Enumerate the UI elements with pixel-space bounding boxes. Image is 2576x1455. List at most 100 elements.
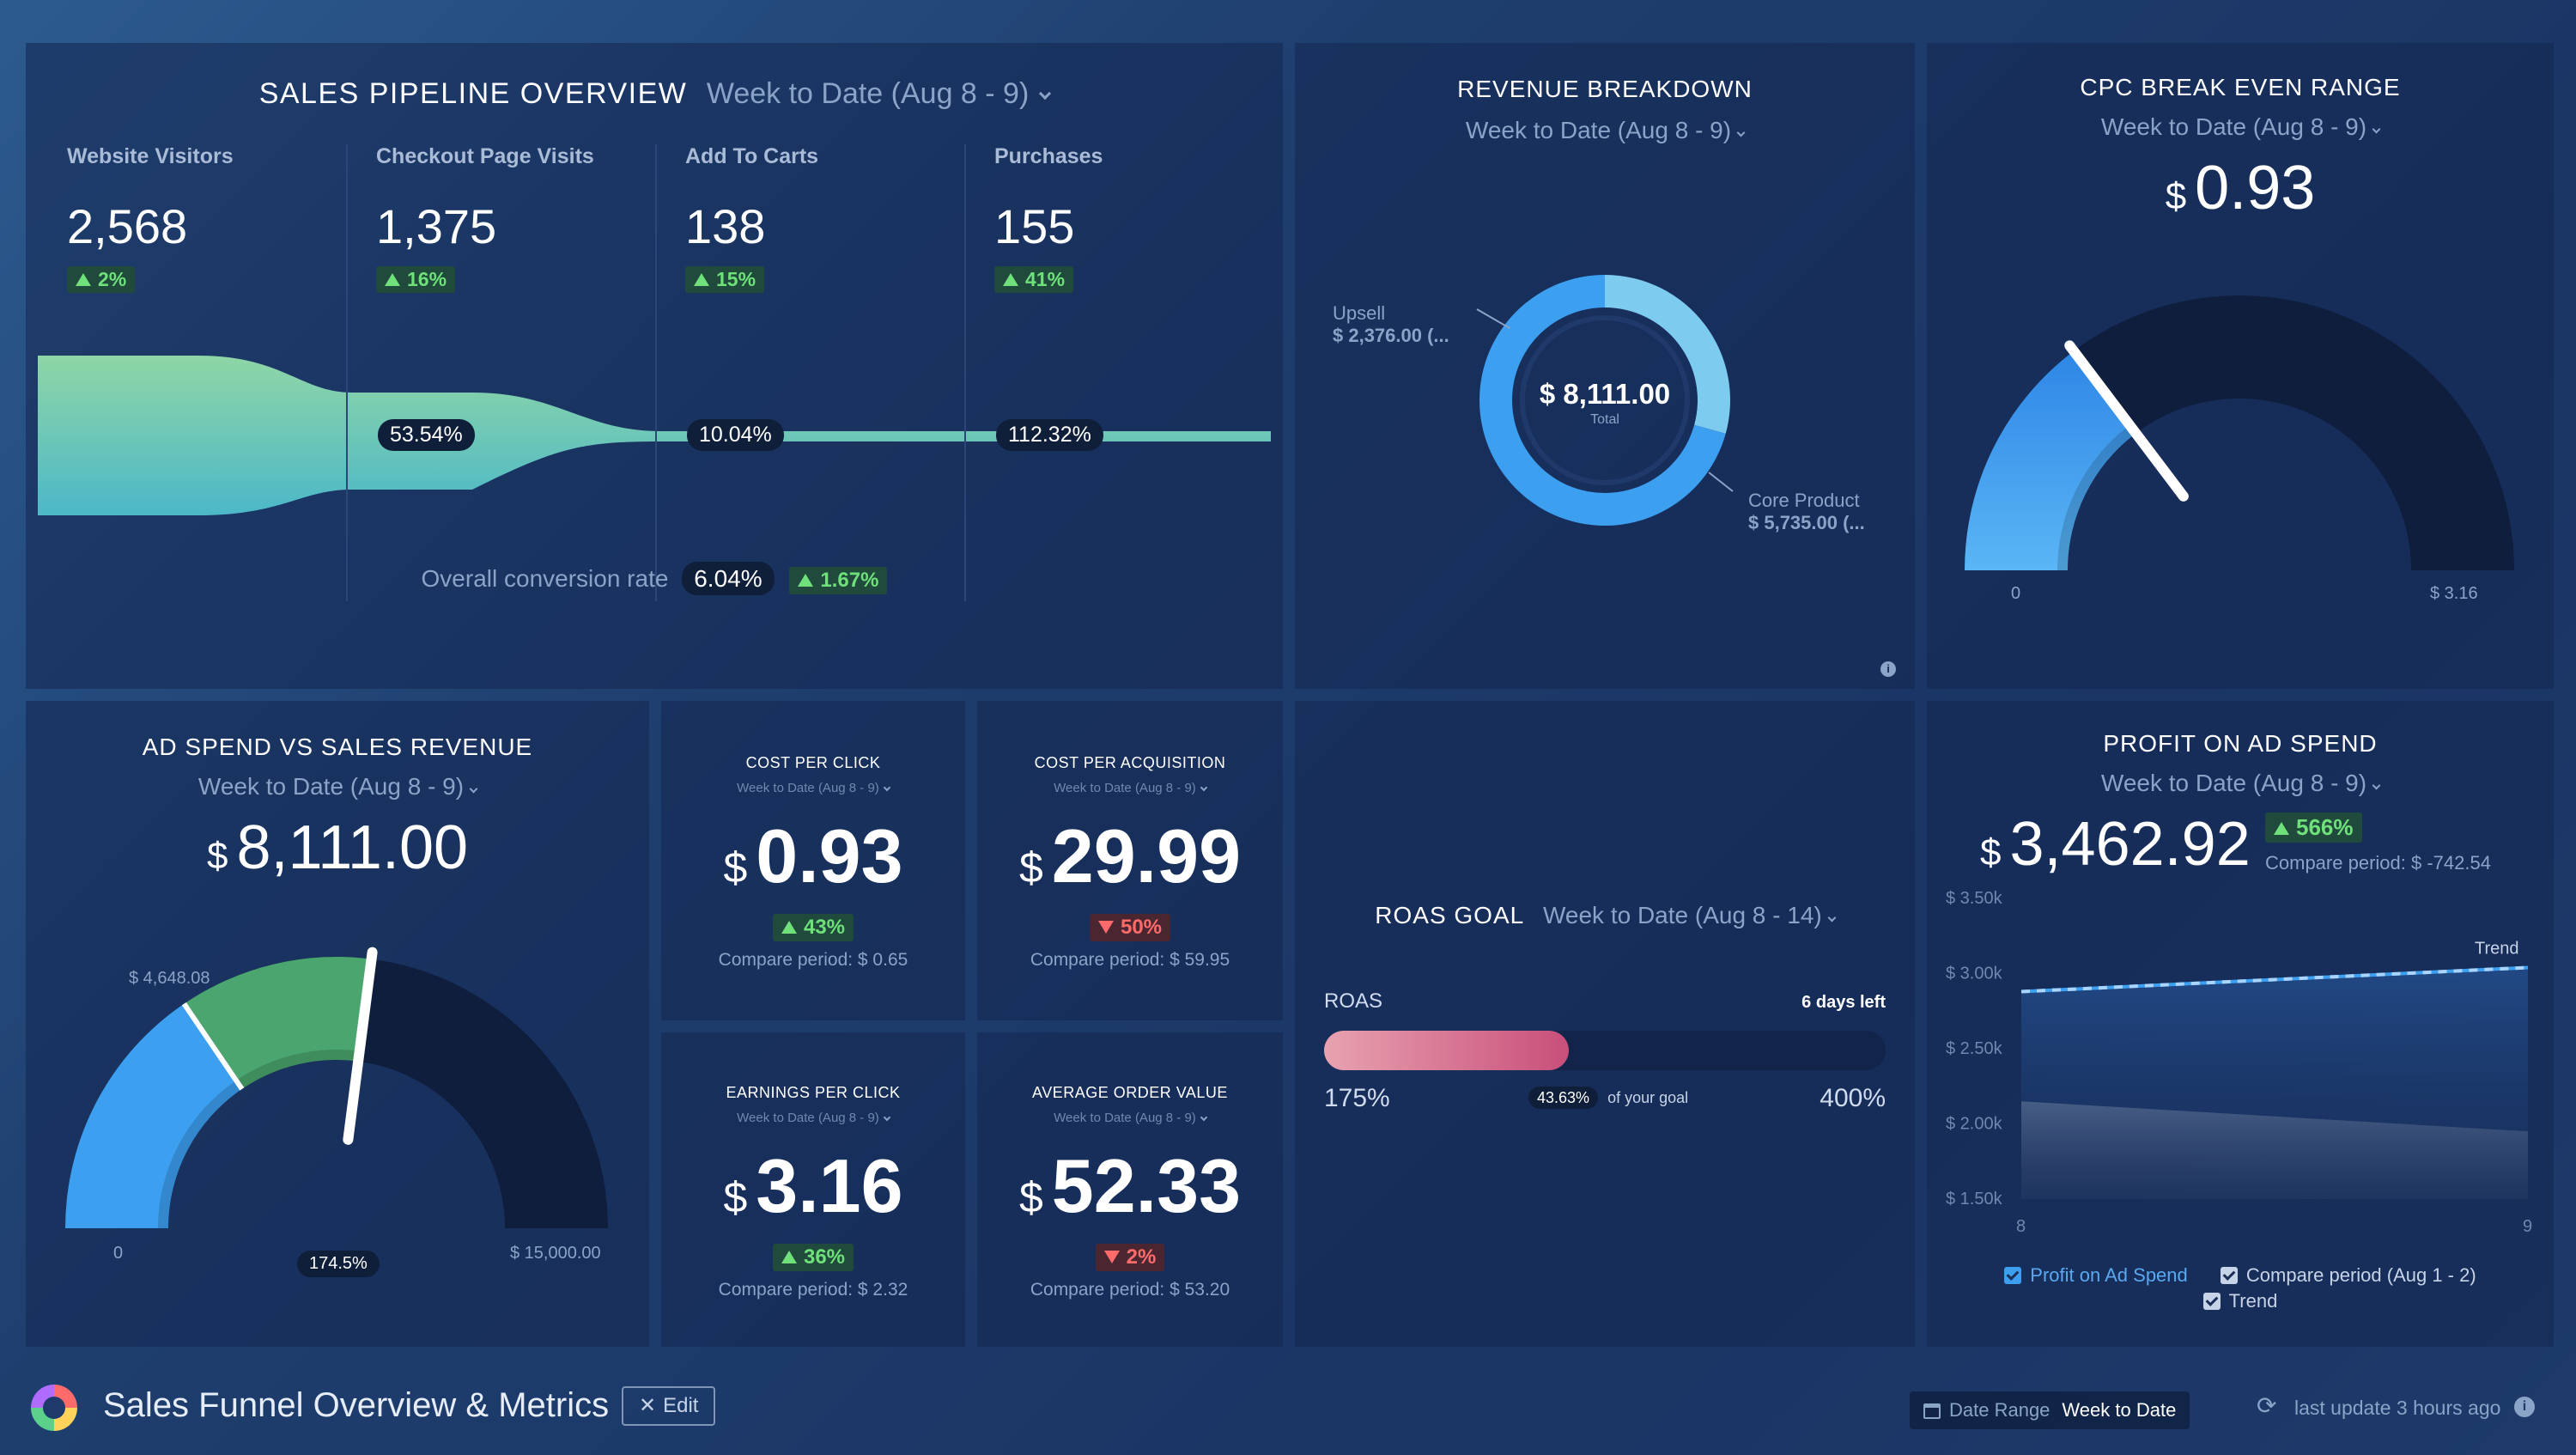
roas-range-dropdown[interactable]: Week to Date (Aug 8 - 14) — [1543, 902, 1837, 928]
y-tick-label: $ 1.50k — [1946, 1190, 2003, 1208]
stage-delta-value: 15% — [716, 268, 756, 290]
roas-label: ROAS — [1324, 989, 1383, 1013]
edit-label: Edit — [663, 1394, 699, 1417]
info-icon[interactable]: i — [1880, 661, 1896, 677]
arrow-up-icon — [2274, 822, 2289, 835]
pipeline-range-label: Week to Date (Aug 8 - 9) — [706, 77, 1030, 110]
legend-item-trend[interactable]: Trend — [2202, 1290, 2277, 1312]
cpc-even-title: CPC BREAK EVEN RANGE — [2080, 74, 2401, 100]
checkbox-checked-icon — [2004, 1267, 2022, 1284]
poas-range-dropdown[interactable]: Week to Date (Aug 8 - 9) — [1927, 770, 2554, 797]
adspend-percent: 174.5% — [297, 1251, 380, 1277]
kpi-delta: 43% — [772, 914, 854, 941]
revenue-title: REVENUE BREAKDOWN — [1457, 76, 1753, 102]
roas-progress-value: 43.63% — [1528, 1087, 1599, 1109]
kpi-range-dropdown[interactable]: Week to Date (Aug 8 - 9) — [661, 781, 965, 795]
arrow-up-icon — [781, 1251, 797, 1263]
date-range-selector[interactable]: Date Range Week to Date — [1910, 1391, 2190, 1429]
edit-button[interactable]: ✕ Edit — [622, 1386, 716, 1426]
chevron-down-icon — [883, 783, 891, 792]
kpi-title: AVERAGE ORDER VALUE — [1032, 1084, 1228, 1101]
y-tick-label: $ 3.00k — [1946, 965, 2003, 983]
poas-value: $3,462.92 — [1980, 809, 2251, 880]
arrow-down-icon — [1103, 1251, 1120, 1263]
kpi-cost-per-click: COST PER CLICK Week to Date (Aug 8 - 9) … — [661, 701, 965, 1020]
kpi-range-label: Week to Date (Aug 8 - 9) — [737, 781, 879, 795]
last-update: last update 3 hours ago — [2294, 1397, 2501, 1419]
roas-max: 400% — [1820, 1084, 1886, 1112]
gauge-target-marker — [181, 1001, 245, 1091]
poas-legend: Profit on Ad Spend Compare period (Aug 1… — [1927, 1263, 2554, 1314]
cpc-even-range-dropdown[interactable]: Week to Date (Aug 8 - 9) — [1927, 113, 2554, 141]
gauge-inner-shade-0 — [2057, 424, 2136, 570]
pipeline-stage: Checkout Page Visits 1,375 16% — [376, 144, 594, 293]
revenue-total: $ 8,111.00 — [1539, 378, 1671, 410]
arrow-up-icon — [781, 921, 797, 934]
kpi-range-dropdown[interactable]: Week to Date (Aug 8 - 9) — [977, 781, 1283, 795]
kpi-value: $3.16 — [661, 1142, 965, 1230]
poas-compare: Compare period: $ -742.54 — [2265, 852, 2491, 874]
kpi-range-dropdown[interactable]: Week to Date (Aug 8 - 9) — [661, 1111, 965, 1125]
arrow-up-icon — [76, 273, 91, 286]
kpi-number: 52.33 — [1051, 1143, 1242, 1228]
roas-title: ROAS GOAL — [1375, 902, 1525, 928]
y-tick-label: $ 2.50k — [1946, 1039, 2003, 1058]
series-trend-line — [2020, 965, 2529, 994]
info-icon[interactable]: i — [2514, 1397, 2535, 1417]
revenue-range-dropdown[interactable]: Week to Date (Aug 8 - 9) — [1295, 117, 1915, 144]
cpc-even-number: 0.93 — [2195, 154, 2316, 222]
funnel-chart — [38, 144, 1271, 601]
stage-delta: 2% — [67, 266, 136, 293]
app-logo-icon — [31, 1385, 77, 1431]
kpi-range-dropdown[interactable]: Week to Date (Aug 8 - 9) — [977, 1111, 1283, 1125]
poas-delta: 566% — [2265, 813, 2362, 843]
roas-days-left: 6 days left — [1801, 993, 1886, 1012]
gauge-fill-0 — [65, 1003, 242, 1228]
adspend-range-dropdown[interactable]: Week to Date (Aug 8 - 9) — [26, 773, 649, 801]
y-tick-label: $ 2.00k — [1946, 1115, 2003, 1134]
kpi-number: 29.99 — [1051, 813, 1242, 898]
adspend-min-label: 0 — [113, 1244, 124, 1263]
stage-delta: 15% — [685, 266, 765, 293]
dashboard-title: Sales Funnel Overview & Metrics — [103, 1386, 610, 1424]
adspend-title: AD SPEND VS SALES REVENUE — [142, 734, 533, 760]
legend-item-profit[interactable]: Profit on Ad Spend — [2004, 1264, 2188, 1286]
kpi-range-label: Week to Date (Aug 8 - 9) — [737, 1111, 879, 1125]
stage-label: Checkout Page Visits — [376, 144, 594, 168]
adspend-number: 8,111.00 — [236, 813, 469, 882]
cpc-even-range-label: Week to Date (Aug 8 - 9) — [2100, 113, 2367, 140]
kpi-title: COST PER CLICK — [745, 754, 881, 771]
chevron-down-icon — [1200, 783, 1208, 792]
conversion-pill-2: 10.04% — [687, 419, 784, 451]
kpi-delta: 2% — [1095, 1244, 1165, 1271]
kpi-number: 3.16 — [756, 1143, 903, 1228]
pipeline-range-dropdown[interactable]: Week to Date (Aug 8 - 9) — [706, 77, 1052, 110]
arrow-down-icon — [1097, 921, 1114, 934]
trend-label: Trend — [2475, 940, 2519, 959]
kpi-range-label: Week to Date (Aug 8 - 9) — [1054, 1111, 1196, 1125]
core-product-name: Core Product — [1748, 490, 1860, 511]
legend-item-compare[interactable]: Compare period (Aug 1 - 2) — [2220, 1264, 2476, 1286]
chevron-down-icon — [1200, 1113, 1208, 1122]
kpi-compare: Compare period: $ 2.32 — [718, 1280, 908, 1300]
revenue-total-label: Total — [1590, 412, 1619, 427]
series-compare-area — [2021, 1101, 2528, 1199]
upsell-name: Upsell — [1333, 302, 1386, 324]
roas-progress-fill — [1324, 1031, 1570, 1070]
revenue-donut-chart — [1476, 275, 1734, 527]
kpi-delta-value: 36% — [803, 1245, 846, 1269]
donut-inner-ring — [1520, 315, 1690, 485]
stage-delta-value: 2% — [98, 268, 127, 290]
stage-value: 1,375 — [376, 199, 497, 253]
stage-label: Website Visitors — [67, 144, 234, 168]
chevron-down-icon — [883, 1113, 891, 1122]
kpi-delta: 36% — [772, 1244, 854, 1271]
arrow-up-icon — [1003, 273, 1018, 286]
conversion-pill-3: 112.32% — [996, 419, 1103, 451]
kpi-earnings-per-click: EARNINGS PER CLICK Week to Date (Aug 8 -… — [661, 1032, 965, 1347]
refresh-icon[interactable]: ⟳ — [2257, 1392, 2277, 1419]
legend-label-profit: Profit on Ad Spend — [2030, 1264, 2188, 1286]
ad-spend-widget: AD SPEND VS SALES REVENUE Week to Date (… — [26, 701, 649, 1347]
gauge-fill-1 — [184, 957, 372, 1089]
stage-delta: 41% — [994, 266, 1074, 293]
